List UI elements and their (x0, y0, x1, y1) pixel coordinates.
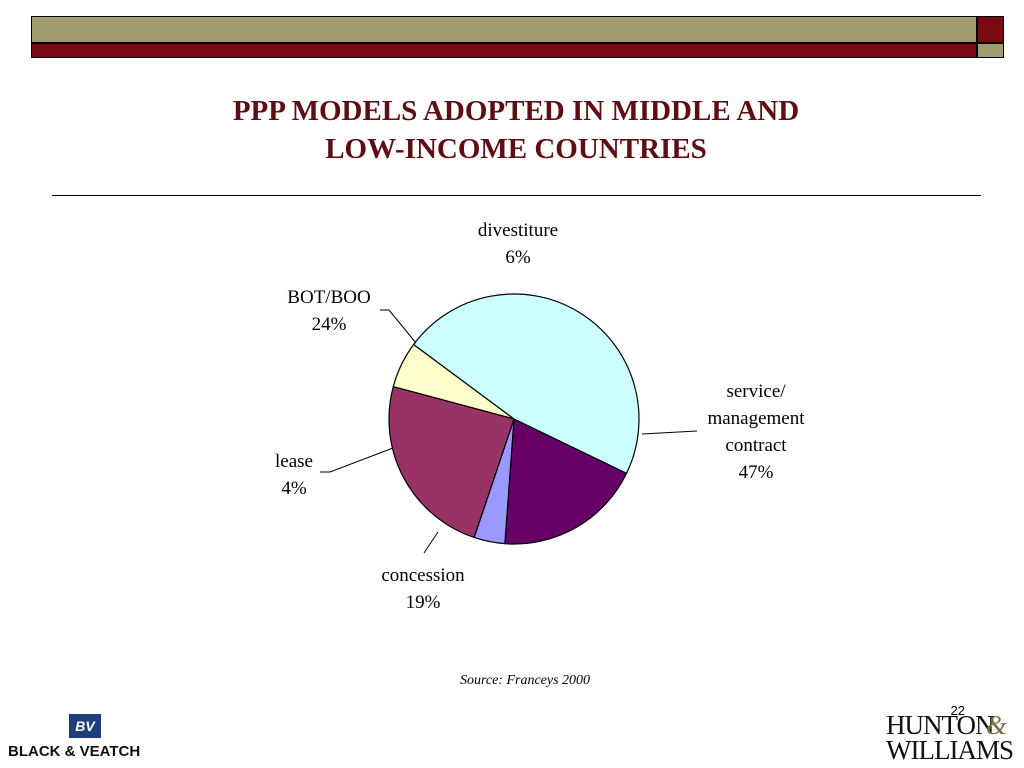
pie-label-text: management (707, 408, 805, 429)
pie-slice-concession (504, 418, 628, 545)
bv-mark-icon: BV (69, 714, 101, 738)
header-band-olive (31, 16, 977, 43)
pie-leader-lines (320, 309, 698, 554)
pie-label-text: BOT/BOO (287, 287, 370, 308)
hunton-wordmark: HUNTON (886, 710, 994, 740)
pie-slices (388, 293, 640, 545)
pie-label-concession: concession 19% (381, 565, 465, 613)
header-square-olive (977, 43, 1004, 58)
leader-line-concession (423, 531, 439, 554)
ampersand-mark: & (986, 710, 1008, 740)
leader-line-bot-boo (380, 309, 417, 344)
slide-title: PPP MODELS ADOPTED IN MIDDLE AND LOW-INC… (100, 92, 932, 168)
pie-label-value: 6% (505, 247, 531, 268)
williams-wordmark: WILLIAMS (886, 735, 1014, 765)
slide-title-line-2: LOW-INCOME COUNTRIES (325, 133, 707, 165)
pie-label-value: 4% (281, 478, 307, 499)
pie-labels: divestiture 6% service/management contract 4… (275, 220, 805, 613)
source-note: Source: Franceys 2000 (459, 673, 591, 688)
pie-label-text: divestiture (478, 220, 558, 241)
header-band-maroon (31, 43, 977, 58)
title-divider (52, 195, 981, 196)
leader-line-lease (320, 447, 394, 473)
pie-label-value: 47% (739, 462, 774, 483)
pie-slice-service-management-contract (412, 293, 640, 475)
leader-line-service-management-contract (641, 430, 698, 435)
page-number: 22 (950, 703, 965, 718)
pie-label-lease: lease 4% (275, 451, 313, 499)
black-veatch-wordmark: BLACK & VEATCH (8, 743, 141, 760)
header-square-maroon (977, 16, 1004, 43)
pie-label-text: lease (275, 451, 313, 472)
pie-label-value: 19% (406, 592, 441, 613)
pie-label-value: 24% (312, 314, 347, 335)
pie-label-divestiture: divestiture 6% (478, 220, 558, 268)
pie-slice-bot-boo (388, 385, 515, 539)
pie-label-text: concession (381, 565, 465, 586)
hunton-williams-logo: HUNTON & WILLIAMS (884, 710, 1014, 766)
pie-label-service-management-contract: service/management contract 47% (707, 381, 805, 483)
black-veatch-logo: BV BLACK & VEATCH (8, 714, 168, 764)
pie-label-text: contract (725, 435, 787, 456)
pie-label-bot-boo: BOT/BOO 24% (287, 287, 370, 335)
pie-label-text: service/ (726, 381, 786, 402)
slide-title-line-1: PPP MODELS ADOPTED IN MIDDLE AND (232, 95, 800, 127)
